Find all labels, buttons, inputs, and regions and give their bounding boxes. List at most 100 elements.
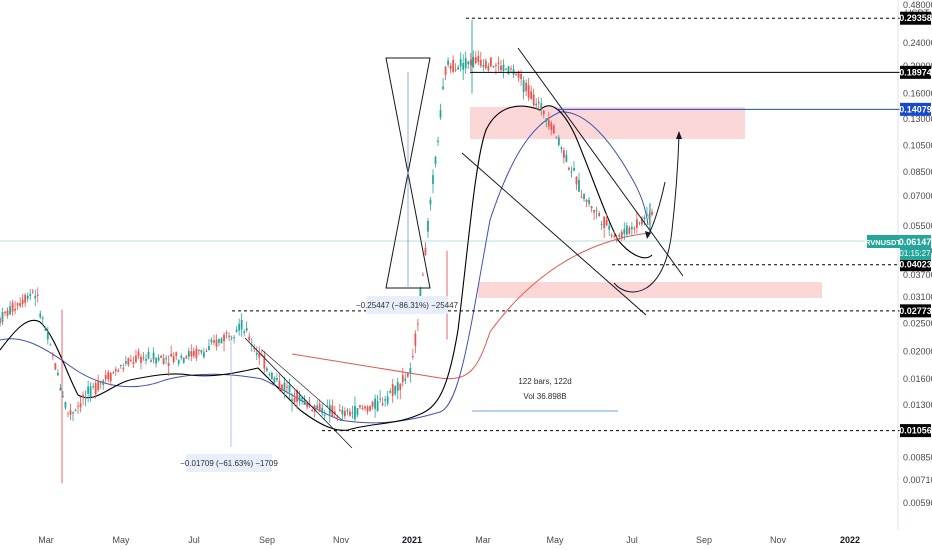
price-level-tag <box>900 65 931 79</box>
measure-box-2021[interactable]: −0.25447 (−86.31%) −25447 <box>356 296 459 314</box>
bars-volume-label: Vol 36.898B <box>523 392 566 401</box>
time-tick-label: Sep <box>696 535 712 545</box>
candle-body <box>464 58 467 69</box>
candle-body <box>361 407 364 409</box>
candle-body <box>502 64 505 72</box>
time-axis[interactable]: Mar May Jul Sep Nov 2021 Mar May Jul Sep Nov 2022 <box>38 535 860 545</box>
candle-body <box>321 407 324 414</box>
candle-body <box>527 85 530 98</box>
candle-body <box>24 294 27 303</box>
measure-label-2020: −0.01709 (−61.63%) −1709 <box>180 459 278 468</box>
candle-body <box>469 59 472 66</box>
candle-body <box>235 329 238 332</box>
candle-body <box>102 380 105 385</box>
candle-body <box>349 411 351 416</box>
current-price-tag[interactable]: RVNUSDT 0.06147 01:15:27 <box>865 235 931 260</box>
candle-body <box>447 60 449 65</box>
candle-body <box>185 356 188 359</box>
candle-body <box>44 328 47 331</box>
candle-body <box>364 406 366 409</box>
candle-body <box>570 171 573 173</box>
candle-body <box>424 247 427 256</box>
candle-body <box>155 358 157 364</box>
candle-body <box>36 294 39 296</box>
trendline-upper[interactable] <box>517 47 684 277</box>
candle-body <box>9 306 11 315</box>
candle-body <box>343 411 346 417</box>
candle-body <box>535 103 538 106</box>
candle-body <box>394 386 397 395</box>
small-arrowhead <box>645 231 651 239</box>
candle-body <box>386 396 389 404</box>
candle-body <box>507 66 510 75</box>
candle-body <box>147 351 150 359</box>
demand-zone[interactable] <box>478 282 822 298</box>
candle-body <box>157 357 160 361</box>
candle-body <box>31 291 34 293</box>
candle-body <box>39 313 42 318</box>
candle-body <box>401 375 404 383</box>
candle-body <box>439 110 442 118</box>
projection-curve[interactable] <box>613 134 680 293</box>
candle-body <box>187 350 190 357</box>
candle-body <box>603 216 606 229</box>
measure-label-2021: −0.25447 (−86.31%) −25447 <box>356 301 459 310</box>
candle-body <box>371 401 374 407</box>
candle-body <box>419 288 422 300</box>
candle-body <box>192 350 195 357</box>
trendline-lower[interactable] <box>461 152 647 316</box>
candle-body <box>26 295 29 299</box>
candle-body <box>517 71 520 78</box>
candle-body <box>1 312 4 323</box>
candle-body <box>452 59 455 72</box>
candle-body <box>484 60 487 69</box>
candle-body <box>59 387 62 391</box>
current-price-value: 0.06147 <box>899 237 932 247</box>
supply-zone[interactable] <box>470 107 745 139</box>
candle-body <box>34 296 37 299</box>
candle-body <box>404 378 407 381</box>
ma-blue-line <box>0 111 649 424</box>
candle-body <box>429 199 432 205</box>
candle-body <box>369 405 371 411</box>
trendline-2020[interactable] <box>244 337 353 449</box>
small-arrow[interactable] <box>647 181 666 237</box>
candle-body <box>613 235 616 237</box>
candle-body <box>197 350 200 352</box>
candle-body <box>552 125 555 134</box>
candle-body <box>240 319 243 330</box>
candle-body <box>0 318 1 324</box>
candle-body <box>200 350 203 353</box>
candle-body <box>550 122 553 130</box>
candle-body <box>416 323 419 325</box>
candle-body <box>107 372 110 380</box>
trendline-2020-b[interactable] <box>261 349 343 421</box>
hourglass-drawing[interactable] <box>385 57 431 289</box>
measure-box-2020[interactable]: −0.01709 (−61.63%) −1709 <box>180 454 278 472</box>
candle-body <box>195 348 198 358</box>
candle-body <box>411 356 414 358</box>
candle-body <box>540 103 543 108</box>
candle-body <box>109 373 112 382</box>
ma-black-line <box>0 105 653 431</box>
candle-body <box>444 66 447 75</box>
candle-body <box>245 328 248 331</box>
candle-body <box>487 66 490 71</box>
price-level-tag <box>900 304 931 318</box>
price-level-tag-label: 0.02773 <box>899 306 932 316</box>
candle-body <box>19 303 22 307</box>
candle-body <box>384 399 387 401</box>
candle-body <box>520 74 522 80</box>
price-level-tag-label: 0.18974 <box>899 67 932 77</box>
candle-body <box>243 331 246 333</box>
candle-body <box>94 383 97 395</box>
candle-body <box>263 355 266 369</box>
candle-body <box>336 416 339 418</box>
candle-body <box>175 352 178 356</box>
candle-body <box>500 65 502 70</box>
candle-body <box>580 196 583 198</box>
